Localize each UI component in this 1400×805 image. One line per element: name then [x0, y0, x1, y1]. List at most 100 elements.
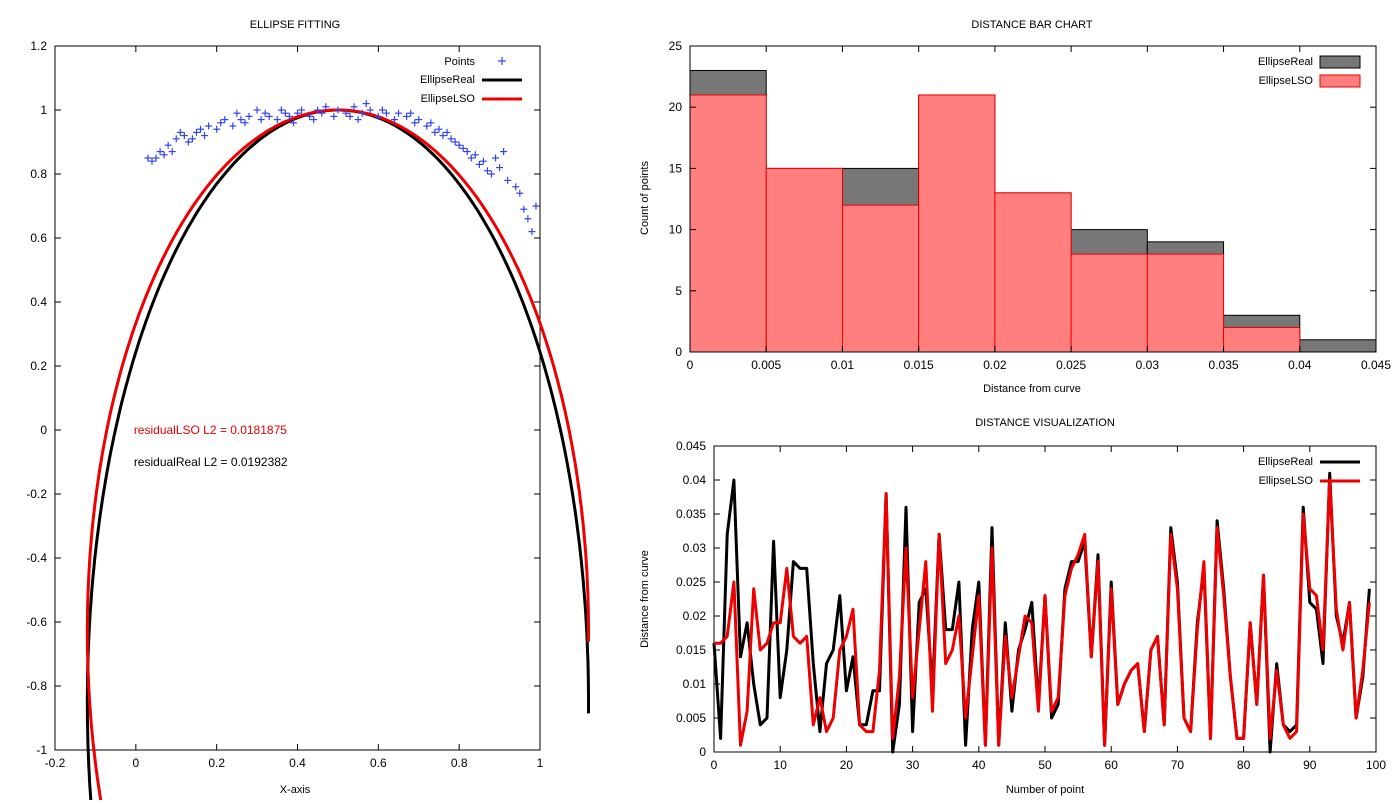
ellipse-y-tick-label: 0.2: [30, 359, 47, 373]
data-point: [512, 183, 520, 191]
data-point: [229, 122, 237, 130]
data-point: [310, 116, 318, 124]
bar-x-tick-label: 0.02: [983, 358, 1007, 372]
ellipse-x-tick-label: -0.2: [45, 756, 66, 770]
data-point: [516, 189, 524, 197]
legend-swatch-points: [498, 57, 506, 65]
data-point: [411, 119, 419, 127]
line-y-tick-label: 0.005: [676, 711, 706, 725]
bar-x-tick-label: 0.025: [1056, 358, 1086, 372]
line-y-tick-label: 0.04: [683, 473, 707, 487]
bar-ellipse-lso: [1146, 253, 1225, 353]
data-point: [483, 167, 491, 175]
line-series: [712, 471, 1371, 754]
data-point: [532, 202, 540, 210]
data-point: [471, 151, 479, 159]
data-point: [233, 109, 241, 117]
line-y-tick-label: 0.025: [676, 575, 706, 589]
data-point: [188, 135, 196, 143]
ellipse-x-tick-label: 0.8: [451, 756, 468, 770]
bar-axes: 0 0.005 0.01 0.015 0.02 0.025 0.03 0.035 0.04 0.0…: [669, 39, 1392, 372]
bar-x-tick-label: 0.01: [831, 358, 855, 372]
data-point: [322, 103, 330, 111]
ellipse-y-tick-label: -0.4: [26, 551, 47, 565]
bar-x-tick-label: 0.04: [1288, 358, 1312, 372]
line-x-tick-label: 100: [1366, 758, 1386, 772]
legend-label-line-real: EllipseReal: [1258, 456, 1313, 468]
bar-series: [689, 69, 1377, 353]
data-point: [463, 148, 471, 156]
data-point: [415, 116, 423, 124]
data-point: [197, 125, 204, 133]
data-point: [306, 112, 314, 120]
data-point: [330, 112, 338, 120]
bar-ellipse-lso: [841, 204, 920, 353]
data-point: [443, 128, 451, 136]
ellipse-x-tick-label: 1: [537, 756, 544, 770]
data-point: [455, 141, 463, 149]
bar-ellipse-lso: [765, 167, 843, 353]
ellipse-y-tick-label: 1.2: [30, 39, 47, 53]
bar-y-tick-label: 10: [669, 223, 683, 237]
data-point: [504, 176, 512, 184]
line-chart-title: DISTANCE VISUALIZATION: [975, 417, 1115, 429]
data-point: [334, 106, 342, 114]
line-y-tick-label: 0.01: [683, 677, 707, 691]
data-point: [221, 116, 229, 124]
bar-chart-title: DISTANCE BAR CHART: [971, 19, 1093, 31]
legend-label-ellipse-real: EllipseReal: [420, 74, 475, 86]
data-point: [294, 109, 301, 117]
data-point: [144, 154, 152, 162]
bar-legend: EllipseReal EllipseLSO: [1258, 55, 1361, 88]
data-point: [475, 160, 483, 168]
bar-x-tick-label: 0.015: [904, 358, 934, 372]
data-point: [439, 132, 447, 140]
distance-bar-chart: DISTANCE BAR CHART 0 0.005 0.01 0.015 0.02 0.…: [639, 19, 1391, 395]
data-point: [346, 112, 354, 120]
line-x-axis-label: Number of point: [1006, 784, 1084, 796]
line-x-tick-label: 90: [1303, 758, 1317, 772]
bar-y-tick-label: 5: [675, 284, 682, 298]
data-point: [160, 151, 168, 159]
ellipse-real-curve: [85, 108, 590, 805]
ellipse-curves: [85, 108, 590, 805]
data-point: [520, 205, 528, 213]
data-point: [241, 119, 249, 127]
bar-y-tick-label: 15: [669, 161, 683, 175]
line-x-tick-label: 70: [1171, 758, 1185, 772]
ellipse-y-tick-label: -0.2: [26, 487, 47, 501]
data-point: [257, 116, 265, 124]
line-axes: 0 10 20 30 40 50 60 70 80 90 100 0 0.005 0.01 0.015 0.0…: [676, 439, 1386, 772]
ellipse-y-tick-label: -0.6: [26, 615, 47, 629]
data-point: [192, 128, 200, 136]
data-point: [289, 119, 297, 127]
line-x-tick-label: 10: [774, 758, 788, 772]
data-point: [467, 154, 475, 162]
data-point: [261, 109, 269, 117]
bar-plot-frame: [689, 45, 1377, 353]
data-point: [524, 215, 532, 223]
bar-ellipse-lso: [1223, 327, 1301, 353]
data-point: [423, 122, 431, 130]
data-point: [354, 116, 362, 124]
ellipse-points: [144, 100, 540, 236]
ellipse-y-tick-label: -0.8: [26, 679, 47, 693]
bar-y-tick-label: 25: [669, 39, 683, 53]
bar-y-axis-label: Count of points: [639, 161, 651, 235]
data-point: [217, 119, 225, 127]
data-point: [253, 106, 261, 114]
data-point: [391, 116, 398, 124]
line-x-tick-label: 50: [1038, 758, 1052, 772]
ellipse-legend: Points EllipseReal EllipseLSO: [420, 56, 522, 105]
ellipse-x-tick-label: 0.4: [289, 756, 306, 770]
ellipse-y-tick-label: 1: [40, 103, 47, 117]
data-point: [459, 144, 467, 152]
data-point: [273, 116, 281, 124]
data-point: [500, 148, 508, 156]
data-point: [184, 138, 192, 146]
bar-y-tick-label: 20: [669, 100, 683, 114]
line-y-tick-label: 0.015: [676, 643, 706, 657]
ellipse-x-tick-label: 0: [132, 756, 139, 770]
bar-ellipse-lso: [689, 94, 767, 353]
